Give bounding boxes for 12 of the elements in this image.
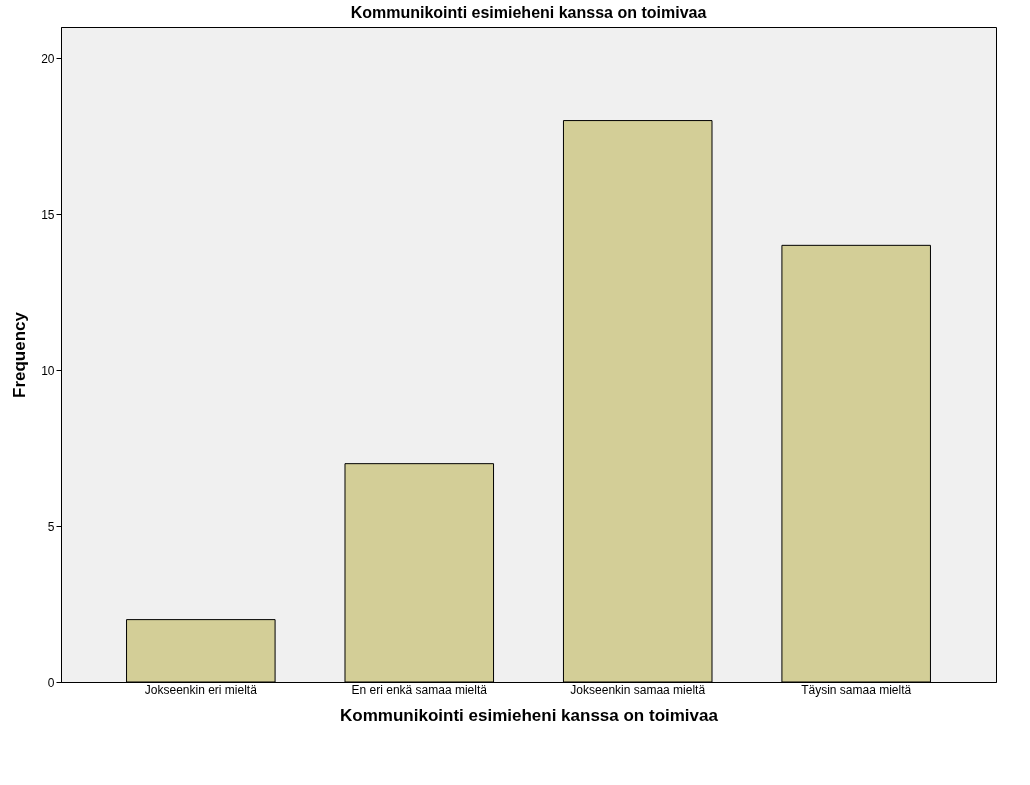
y-tick-label: 15 — [41, 207, 55, 222]
y-axis-title: Frequency — [10, 311, 30, 398]
x-axis-title: Kommunikointi esimieheni kanssa on toimivaa — [340, 705, 719, 725]
y-tick-label: 5 — [47, 519, 55, 534]
chart-title: Kommunikointi esimieheni kanssa on toimivaa — [350, 4, 707, 21]
y-tick-label: 20 — [41, 51, 55, 66]
x-tick-label: Jokseenkin samaa mieltä — [570, 682, 706, 697]
y-tick-label: 10 — [41, 363, 55, 378]
x-tick-label: En eri enkä samaa mieltä — [351, 682, 488, 697]
x-tick-label: Täysin samaa mieltä — [801, 682, 912, 697]
y-tick-label: 0 — [47, 675, 55, 690]
x-tick-label: Jokseenkin eri mieltä — [144, 682, 258, 697]
